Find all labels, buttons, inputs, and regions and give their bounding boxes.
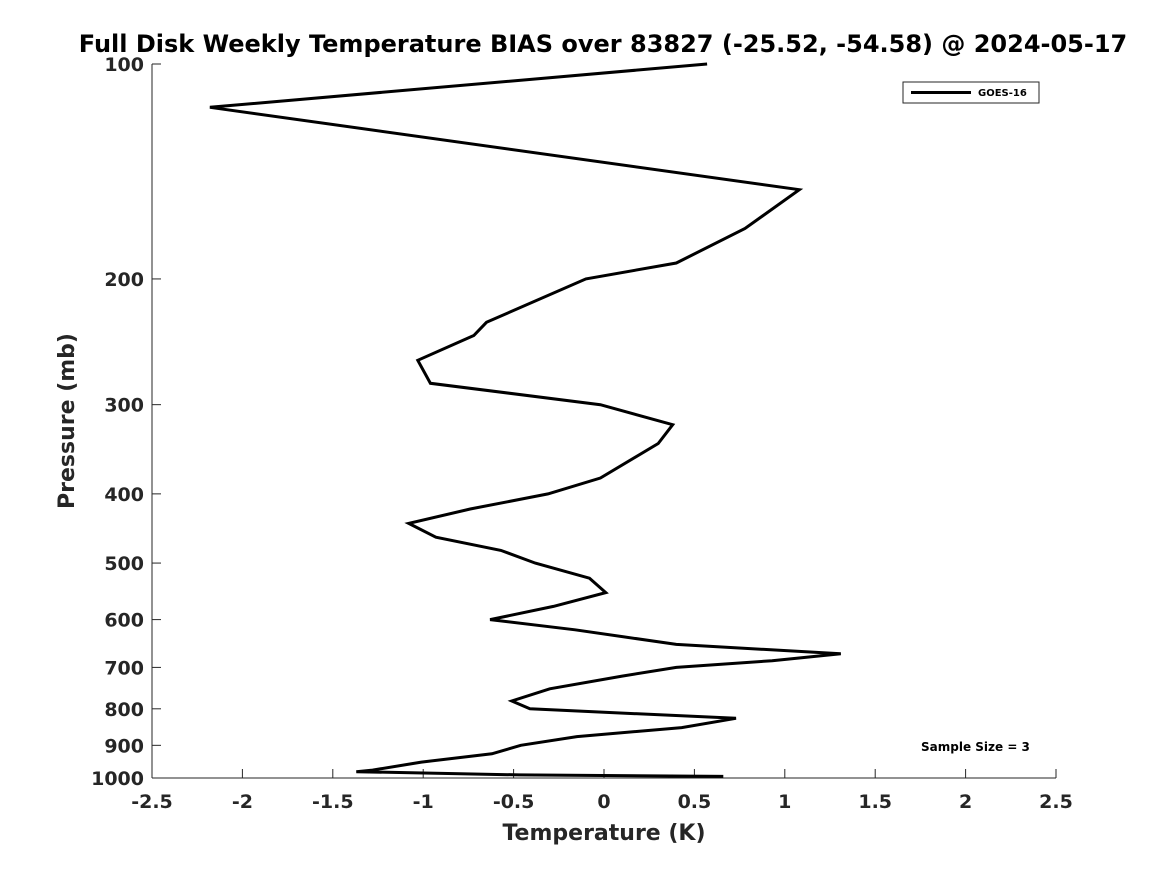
y-tick-label: 100 xyxy=(104,54,144,76)
legend-entry-goes-16: GOES-16 xyxy=(978,88,1027,99)
y-ticks: 100 200 300 400 500 600 700 800 900 1000 xyxy=(91,54,161,790)
y-tick-label: 800 xyxy=(104,699,144,721)
x-tick-label: -0.5 xyxy=(493,791,535,813)
y-tick-label: 600 xyxy=(104,610,144,632)
x-axis-label: Temperature (K) xyxy=(502,821,705,846)
y-tick-label: 500 xyxy=(104,553,144,575)
x-tick-label: 1 xyxy=(778,791,791,813)
x-tick-label: -1.5 xyxy=(312,791,354,813)
y-tick-label: 700 xyxy=(104,657,144,679)
y-tick-label: 400 xyxy=(104,484,144,506)
axes xyxy=(151,64,1056,779)
x-tick-label: 2 xyxy=(959,791,972,813)
x-tick-label: 2.5 xyxy=(1039,791,1073,813)
x-tick-label: -2 xyxy=(232,791,253,813)
legend: GOES-16 xyxy=(902,81,1040,104)
x-tick-label: 0 xyxy=(597,791,610,813)
y-tick-label: 300 xyxy=(104,395,144,417)
y-tick-label: 1000 xyxy=(91,768,144,790)
x-ticks: -2.5 -2 -1.5 -1 -0.5 0 0.5 1 1.5 2 2.5 xyxy=(131,769,1073,813)
chart-title: Full Disk Weekly Temperature BIAS over 8… xyxy=(79,30,1127,58)
series-line-goes-16 xyxy=(209,62,841,778)
y-axis-label: Pressure (mb) xyxy=(55,333,80,509)
x-tick-label: -2.5 xyxy=(131,791,173,813)
x-tick-label: 1.5 xyxy=(858,791,892,813)
y-tick-label: 900 xyxy=(104,735,144,757)
y-tick-label: 200 xyxy=(104,269,144,291)
series-layer xyxy=(209,62,841,778)
sample-size-annotation: Sample Size = 3 xyxy=(921,740,1030,754)
x-tick-label: -1 xyxy=(413,791,434,813)
x-tick-label: 0.5 xyxy=(678,791,712,813)
